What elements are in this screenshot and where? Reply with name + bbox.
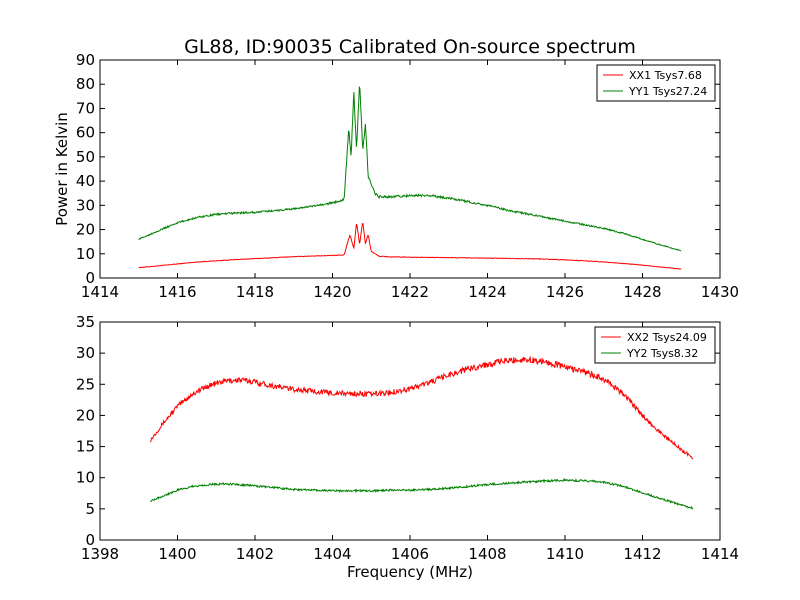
y-tick-label: 20: [76, 406, 95, 424]
y-tick-label: 40: [76, 172, 95, 190]
y-tick-label: 50: [76, 148, 95, 166]
legend: XX1 Tsys7.68 YY1 Tsys27.24: [596, 64, 716, 102]
x-tick-label: 1410: [546, 545, 584, 563]
x-tick-label: 1418: [236, 283, 274, 301]
y-tick-label: 80: [76, 75, 95, 93]
x-tick-label: 1404: [313, 545, 351, 563]
x-tick-label: 1430: [701, 283, 739, 301]
y-tick-label: 30: [76, 196, 95, 214]
series-line-xx2: [149, 355, 694, 460]
series-line-yy2: [150, 477, 694, 510]
y-axis-label: Power in Kelvin: [53, 112, 71, 226]
legend-label: YY2 Tsys8.32: [626, 347, 698, 360]
x-tick-label: 1428: [623, 283, 661, 301]
figure-title: GL88, ID:90035 Calibrated On-source spec…: [184, 36, 636, 58]
legend-label: YY1 Tsys27.24: [628, 85, 707, 98]
legend-label: XX1 Tsys7.68: [629, 69, 702, 82]
y-tick-label: 30: [76, 344, 95, 362]
y-tick-label: 90: [76, 51, 95, 69]
series-line-yy1: [138, 86, 682, 252]
legend: XX2 Tsys24.09 YY2 Tsys8.32: [594, 326, 716, 364]
x-tick-label: 1414: [81, 283, 119, 301]
y-tick-label: 25: [76, 375, 95, 393]
y-tick-label: 15: [76, 438, 95, 456]
series-line-xx1: [138, 222, 682, 270]
x-tick-label: 1420: [313, 283, 351, 301]
y-tick-label: 70: [76, 99, 95, 117]
y-tick-label: 0: [85, 269, 95, 287]
y-tick-label: 60: [76, 124, 95, 142]
y-tick-label: 35: [76, 313, 95, 331]
y-tick-label: 10: [76, 245, 95, 263]
y-tick-label: 5: [85, 500, 95, 518]
x-tick-label: 1402: [236, 545, 274, 563]
x-tick-label: 1400: [158, 545, 196, 563]
x-axis-label: Frequency (MHz): [347, 563, 473, 581]
x-tick-label: 1412: [623, 545, 661, 563]
x-tick-label: 1398: [81, 545, 119, 563]
x-tick-label: 1426: [546, 283, 584, 301]
x-tick-label: 1422: [391, 283, 429, 301]
x-tick-label: 1424: [468, 283, 506, 301]
x-tick-label: 1414: [701, 545, 739, 563]
legend-box: [594, 326, 716, 364]
legend-label: XX2 Tsys24.09: [627, 331, 707, 344]
y-tick-label: 20: [76, 221, 95, 239]
chart-panel-1: 1414 1416 1418 1420 1422 1424 1426 1428 1430 0 10 2…: [53, 51, 739, 301]
y-tick-label: 0: [85, 531, 95, 549]
chart-panel-2: 1398 1400 1402 1404 1406 1408 1410 1412 1414 0 5 10…: [76, 313, 739, 581]
legend-box: [596, 64, 716, 102]
y-tick-label: 10: [76, 469, 95, 487]
x-tick-label: 1406: [391, 545, 429, 563]
x-tick-label: 1416: [158, 283, 196, 301]
x-tick-label: 1408: [468, 545, 506, 563]
